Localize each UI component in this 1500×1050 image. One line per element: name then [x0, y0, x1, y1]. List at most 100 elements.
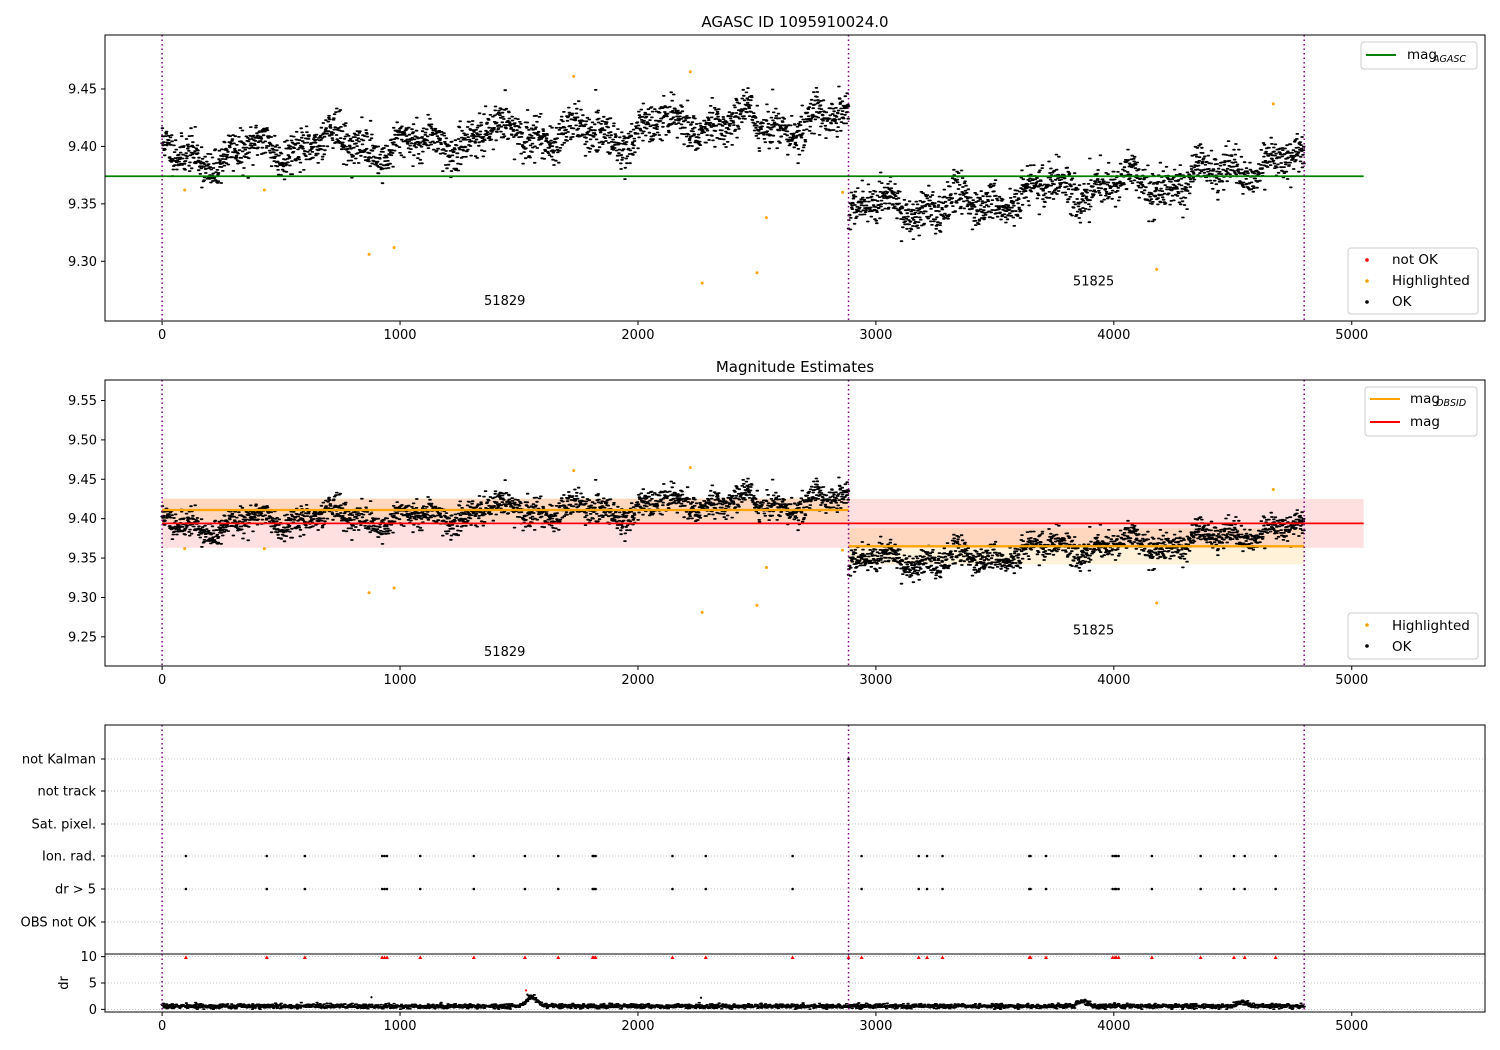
- legend-label-ok: OK: [1392, 639, 1413, 655]
- legend-label-highlighted: Highlighted: [1392, 273, 1470, 289]
- legend-box: [1347, 247, 1479, 315]
- y-tick-label: 9.30: [68, 591, 97, 606]
- flag-event-point: [594, 854, 597, 858]
- flag-event-point: [523, 887, 527, 891]
- flag-event-point: [917, 854, 921, 858]
- highlighted-point: [1271, 102, 1275, 106]
- flag-event-point: [1274, 887, 1277, 891]
- flag-event-point: [1232, 854, 1236, 858]
- x-tick-label: 3000: [859, 1019, 892, 1034]
- flag-event-point: [523, 854, 527, 858]
- legend-black-dot-swatch: [1365, 644, 1369, 648]
- flag-event-point: [1243, 854, 1246, 858]
- dr-clipped-marker: [418, 955, 423, 960]
- legend-mag-agasc: mag AGASC: [1360, 41, 1478, 70]
- highlighted-point: [764, 566, 768, 570]
- legend-black-dot-swatch: [1365, 300, 1369, 304]
- y-tick-label: 5: [89, 977, 97, 992]
- highlighted-point: [572, 74, 576, 78]
- dr-clipped-marker: [940, 955, 945, 960]
- flag-event-point: [184, 887, 188, 891]
- flag-event-point: [556, 854, 560, 858]
- flag-event-point: [847, 757, 850, 761]
- flag-event-point: [385, 887, 389, 891]
- flag-event-point: [671, 887, 674, 891]
- flag-event-point: [1044, 854, 1048, 858]
- dr-clipped-marker: [522, 955, 527, 960]
- flag-event-point: [556, 887, 560, 891]
- y-tick-label: 9.45: [68, 82, 97, 97]
- flags-panel: not Kalman not track Sat. pixel. Ion. rad. d…: [21, 724, 1486, 955]
- flag-event-point: [860, 854, 863, 858]
- obsid-label-51829: 51829: [484, 645, 525, 660]
- legend-label-highlighted: Highlighted: [1392, 618, 1470, 634]
- dr-clipped-marker: [1273, 955, 1278, 960]
- highlighted-point: [764, 216, 768, 220]
- flag-event-point: [303, 887, 307, 891]
- highlighted-point: [1271, 488, 1275, 492]
- dr-clipped-marker: [925, 955, 930, 960]
- obsid-label-51829: 51829: [484, 294, 525, 309]
- flag-event-point: [791, 854, 794, 858]
- obsid-label-51825: 51825: [1073, 274, 1114, 289]
- dr-clipped-marker: [1242, 955, 1247, 960]
- flag-event-point: [925, 854, 929, 858]
- x-tick-label: 1000: [383, 328, 416, 343]
- flag-row-label: not track: [37, 785, 96, 800]
- dr-outlier-point: [699, 996, 703, 999]
- flag-event-point: [1029, 887, 1032, 891]
- flag-event-point: [671, 854, 674, 858]
- x-tick-label: 3000: [859, 328, 892, 343]
- flag-event-point: [472, 887, 476, 891]
- dr-clipped-marker: [846, 955, 851, 960]
- highlighted-point: [183, 547, 187, 551]
- highlighted-point: [755, 271, 759, 275]
- flag-row-label: not Kalman: [22, 753, 96, 768]
- flag-event-point: [418, 854, 422, 858]
- flag-event-point: [1044, 887, 1048, 891]
- flag-event-point: [917, 887, 921, 891]
- dr-clipped-marker: [556, 955, 561, 960]
- x-tick-label: 2000: [621, 1019, 654, 1034]
- legend-red-dot-swatch: [1365, 258, 1369, 262]
- flag-event-point: [1232, 887, 1236, 891]
- agasc-magnitude-panel: AGASC ID 1095910024.0 51829 51825 0 1000 2…: [68, 13, 1486, 343]
- x-tick-label: 2000: [621, 673, 654, 688]
- flag-event-point: [303, 854, 307, 858]
- flag-event-point: [418, 887, 422, 891]
- legend-subscript-obsid: OBSID: [1436, 398, 1466, 409]
- x-tick-label: 2000: [621, 328, 654, 343]
- y-tick-label: 9.25: [68, 630, 97, 645]
- legend-label-mag: mag: [1410, 414, 1440, 430]
- flag-event-point: [1150, 854, 1154, 858]
- flag-event-point: [1111, 887, 1114, 891]
- dr-outlier-point: [526, 993, 529, 996]
- flag-event-point: [265, 887, 269, 891]
- flag-event-point: [184, 854, 188, 858]
- dr-clipped-marker: [790, 955, 795, 960]
- legend-point-status: not OK Highlighted OK: [1347, 247, 1479, 315]
- legend-label-mag: mag: [1407, 47, 1437, 63]
- flag-event-point: [1274, 854, 1277, 858]
- flag-event-point: [380, 854, 384, 858]
- y-tick-label: 9.30: [68, 255, 97, 270]
- flag-row-label: Sat. pixel.: [32, 818, 96, 833]
- dr-panel: dr 0 1000 2000 3000 4000 5000 0 5 10: [57, 950, 1486, 1034]
- axes-frame: [104, 379, 1486, 667]
- highlighted-point: [700, 281, 704, 285]
- legend-box: [1360, 41, 1478, 70]
- flag-event-point: [791, 887, 794, 891]
- flag-event-point: [594, 887, 597, 891]
- dr-clipped-marker: [593, 955, 598, 960]
- legend-subscript-agasc: AGASC: [1432, 54, 1466, 65]
- flag-event-point: [1150, 887, 1154, 891]
- flag-event-point: [925, 887, 929, 891]
- flag-event-point: [1243, 887, 1246, 891]
- y-tick-label: 10: [80, 950, 97, 965]
- flag-event-point: [385, 854, 389, 858]
- dr-clipped-marker: [302, 955, 307, 960]
- magnitude-estimates-title: Magnitude Estimates: [716, 358, 874, 376]
- y-tick-label: 9.40: [68, 512, 97, 527]
- y-tick-label: 9.45: [68, 473, 97, 488]
